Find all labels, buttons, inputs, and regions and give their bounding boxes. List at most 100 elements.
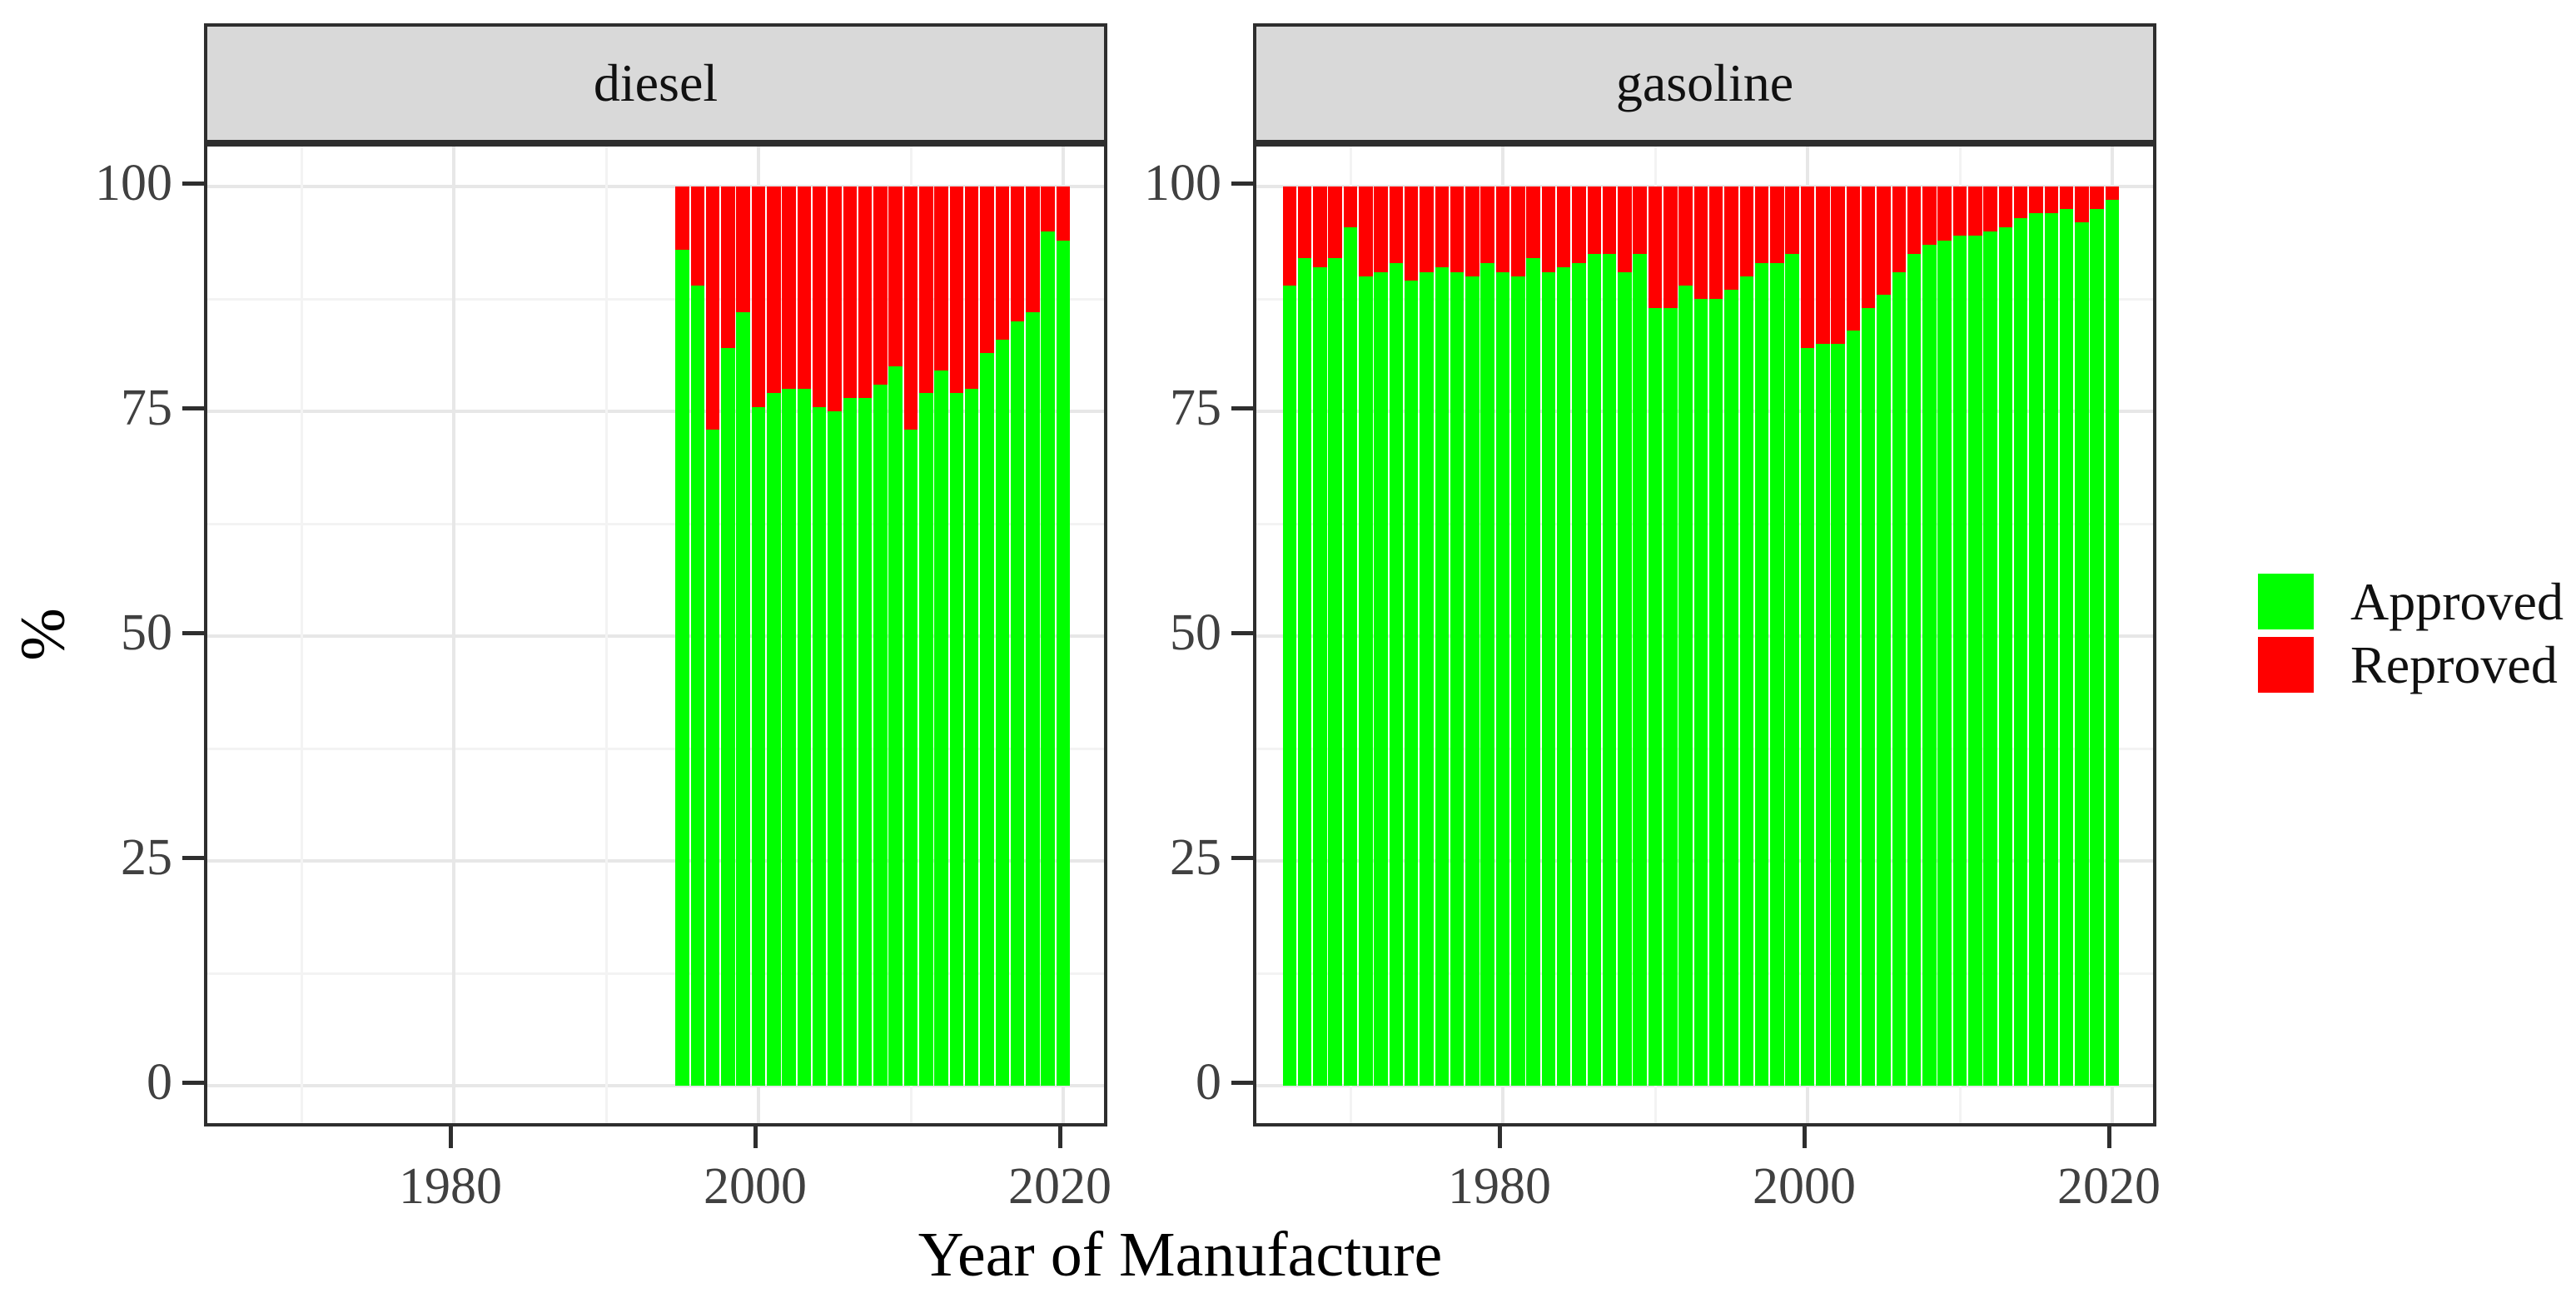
bar-reproved-1997 (705, 186, 720, 430)
bar-approved-2007 (1907, 254, 1922, 1086)
bar-approved-2012 (934, 371, 948, 1086)
y-tick-label: 100 (1144, 155, 1221, 211)
bar-reproved-1972 (1374, 186, 1388, 272)
bar-approved-2016 (2044, 213, 2059, 1086)
facet-strip-diesel: diesel (204, 23, 1107, 143)
bar-approved-1997 (1754, 262, 1769, 1086)
bar-approved-2005 (1877, 294, 1891, 1086)
bar-reproved-1975 (1420, 186, 1434, 272)
legend-item-approved: Approved (2258, 574, 2564, 629)
y-tick-mark (182, 181, 204, 186)
bar-approved-1991 (1663, 307, 1678, 1086)
bar-reproved-1983 (1541, 186, 1556, 272)
bar-reproved-1968 (1313, 186, 1327, 268)
panel-gasoline (1253, 143, 2156, 1126)
gridline-y-major (207, 410, 1104, 413)
bar-approved-2004 (812, 406, 827, 1086)
bar-reproved-2002 (782, 186, 796, 389)
bar-approved-1976 (1435, 267, 1450, 1086)
bar-reproved-1998 (1770, 186, 1784, 263)
bar-approved-1967 (1297, 258, 1312, 1086)
bar-approved-2015 (2029, 213, 2043, 1086)
bar-reproved-1985 (1572, 186, 1586, 263)
panel-diesel (204, 143, 1107, 1126)
gridline-y-minor (207, 297, 1104, 301)
bar-reproved-1997 (1754, 186, 1769, 263)
bar-reproved-1979 (1480, 186, 1494, 263)
legend-label-approved: Approved (2350, 572, 2564, 631)
y-tick-label: 50 (121, 604, 172, 661)
x-tick-label: 2020 (1008, 1158, 1111, 1215)
bar-approved-2001 (1816, 344, 1830, 1086)
bar-approved-2003 (1846, 330, 1861, 1086)
bar-reproved-2019 (2090, 186, 2104, 209)
bar-reproved-1994 (1708, 186, 1723, 299)
legend: Approved Reproved (2258, 574, 2564, 693)
bar-approved-1990 (1648, 307, 1663, 1086)
facet-strip-label: gasoline (1615, 53, 1794, 112)
gridline-y-major (207, 185, 1104, 188)
x-tick-mark (1497, 1126, 1502, 1148)
bar-approved-2014 (2013, 217, 2028, 1086)
bar-approved-1979 (1480, 262, 1494, 1086)
bar-approved-2019 (1041, 231, 1055, 1086)
bar-reproved-1998 (721, 186, 735, 349)
bar-reproved-1970 (1343, 186, 1358, 227)
bar-approved-2017 (2059, 209, 2074, 1086)
bar-reproved-1999 (736, 186, 750, 313)
bar-approved-1989 (1633, 254, 1647, 1086)
bar-approved-2005 (828, 411, 842, 1086)
bar-approved-2010 (1952, 236, 1967, 1086)
bar-approved-1984 (1556, 267, 1571, 1086)
gridline-y-major (207, 859, 1104, 863)
bar-approved-2004 (1861, 307, 1876, 1086)
bar-reproved-2006 (843, 186, 858, 398)
gridline-y-major (207, 634, 1104, 638)
bar-reproved-1976 (1435, 186, 1450, 268)
bar-reproved-2001 (1816, 186, 1830, 344)
bar-approved-1981 (1511, 276, 1525, 1086)
bar-reproved-2012 (1983, 186, 1997, 231)
x-axis-title: Year of Manufacture (918, 1220, 1443, 1290)
bar-reproved-2007 (1907, 186, 1922, 254)
bar-approved-1974 (1404, 281, 1419, 1086)
bar-approved-1999 (1785, 254, 1799, 1086)
bar-reproved-2019 (1041, 186, 1055, 231)
bar-approved-1994 (1708, 299, 1723, 1086)
bar-approved-1988 (1618, 271, 1632, 1086)
bar-approved-1978 (1465, 276, 1479, 1086)
legend-label-reproved: Reproved (2350, 635, 2558, 694)
bar-reproved-1984 (1556, 186, 1571, 268)
gridline-x-major (452, 147, 455, 1123)
bar-reproved-1986 (1587, 186, 1602, 254)
bar-approved-2007 (858, 397, 873, 1086)
bar-reproved-2005 (828, 186, 842, 411)
bar-reproved-2012 (934, 186, 948, 371)
y-tick-label: 25 (1170, 829, 1221, 886)
bar-reproved-1993 (1693, 186, 1708, 299)
gridline-x-minor (604, 147, 608, 1123)
bar-reproved-2007 (858, 186, 873, 398)
bar-approved-2006 (843, 397, 858, 1086)
x-tick-label: 2000 (704, 1158, 807, 1215)
bar-approved-1996 (1739, 276, 1754, 1086)
y-tick-mark (182, 855, 204, 860)
y-tick-mark (182, 405, 204, 410)
bar-reproved-2016 (2044, 186, 2059, 214)
bar-approved-2009 (888, 366, 903, 1086)
bar-reproved-2001 (767, 186, 781, 394)
bar-reproved-2017 (2059, 186, 2074, 209)
bar-reproved-1973 (1389, 186, 1404, 263)
y-tick-label: 75 (1170, 380, 1221, 436)
bar-reproved-1967 (1297, 186, 1312, 259)
y-tick-label: 100 (95, 155, 172, 211)
bar-reproved-2010 (1952, 186, 1967, 236)
bar-approved-2002 (1831, 344, 1845, 1086)
y-tick-mark (1231, 405, 1253, 410)
x-tick-mark (1802, 1126, 1807, 1148)
bar-approved-2016 (995, 339, 1010, 1086)
x-tick-label: 2000 (1753, 1158, 1856, 1215)
bar-reproved-2005 (1877, 186, 1891, 295)
bar-reproved-1999 (1785, 186, 1799, 254)
